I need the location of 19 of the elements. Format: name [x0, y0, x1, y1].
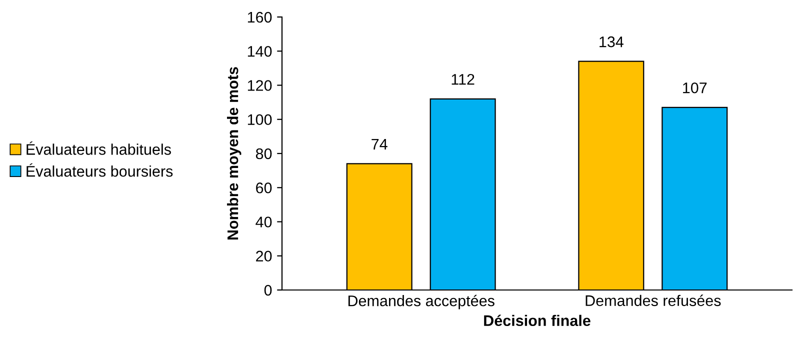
- data-label: 107: [683, 82, 707, 94]
- x-tick-label: Demandes acceptées: [348, 294, 494, 310]
- x-axis-title: Décision finale: [484, 314, 590, 326]
- y-tick-label: 140: [248, 46, 272, 57]
- y-tick-label: 120: [248, 80, 272, 91]
- data-label: 74: [372, 138, 388, 150]
- data-label: 112: [452, 74, 474, 85]
- y-tick-label: 20: [256, 250, 272, 262]
- y-tick-label: 80: [256, 148, 272, 160]
- y-tick-label: 0: [264, 284, 272, 296]
- y-tick-label: 40: [256, 216, 272, 228]
- legend-label: Évaluateurs boursiers: [26, 163, 173, 177]
- x-tick-label: Demandes refusées: [586, 294, 721, 306]
- y-tick-label: 160: [248, 12, 272, 23]
- data-label: 134: [600, 36, 624, 48]
- y-tick-label: 100: [248, 114, 272, 126]
- y-axis-title: Nombre moyen de mots: [226, 67, 242, 240]
- y-tick-label: 60: [256, 182, 272, 194]
- legend-label: Évaluateurs habituels: [26, 141, 171, 155]
